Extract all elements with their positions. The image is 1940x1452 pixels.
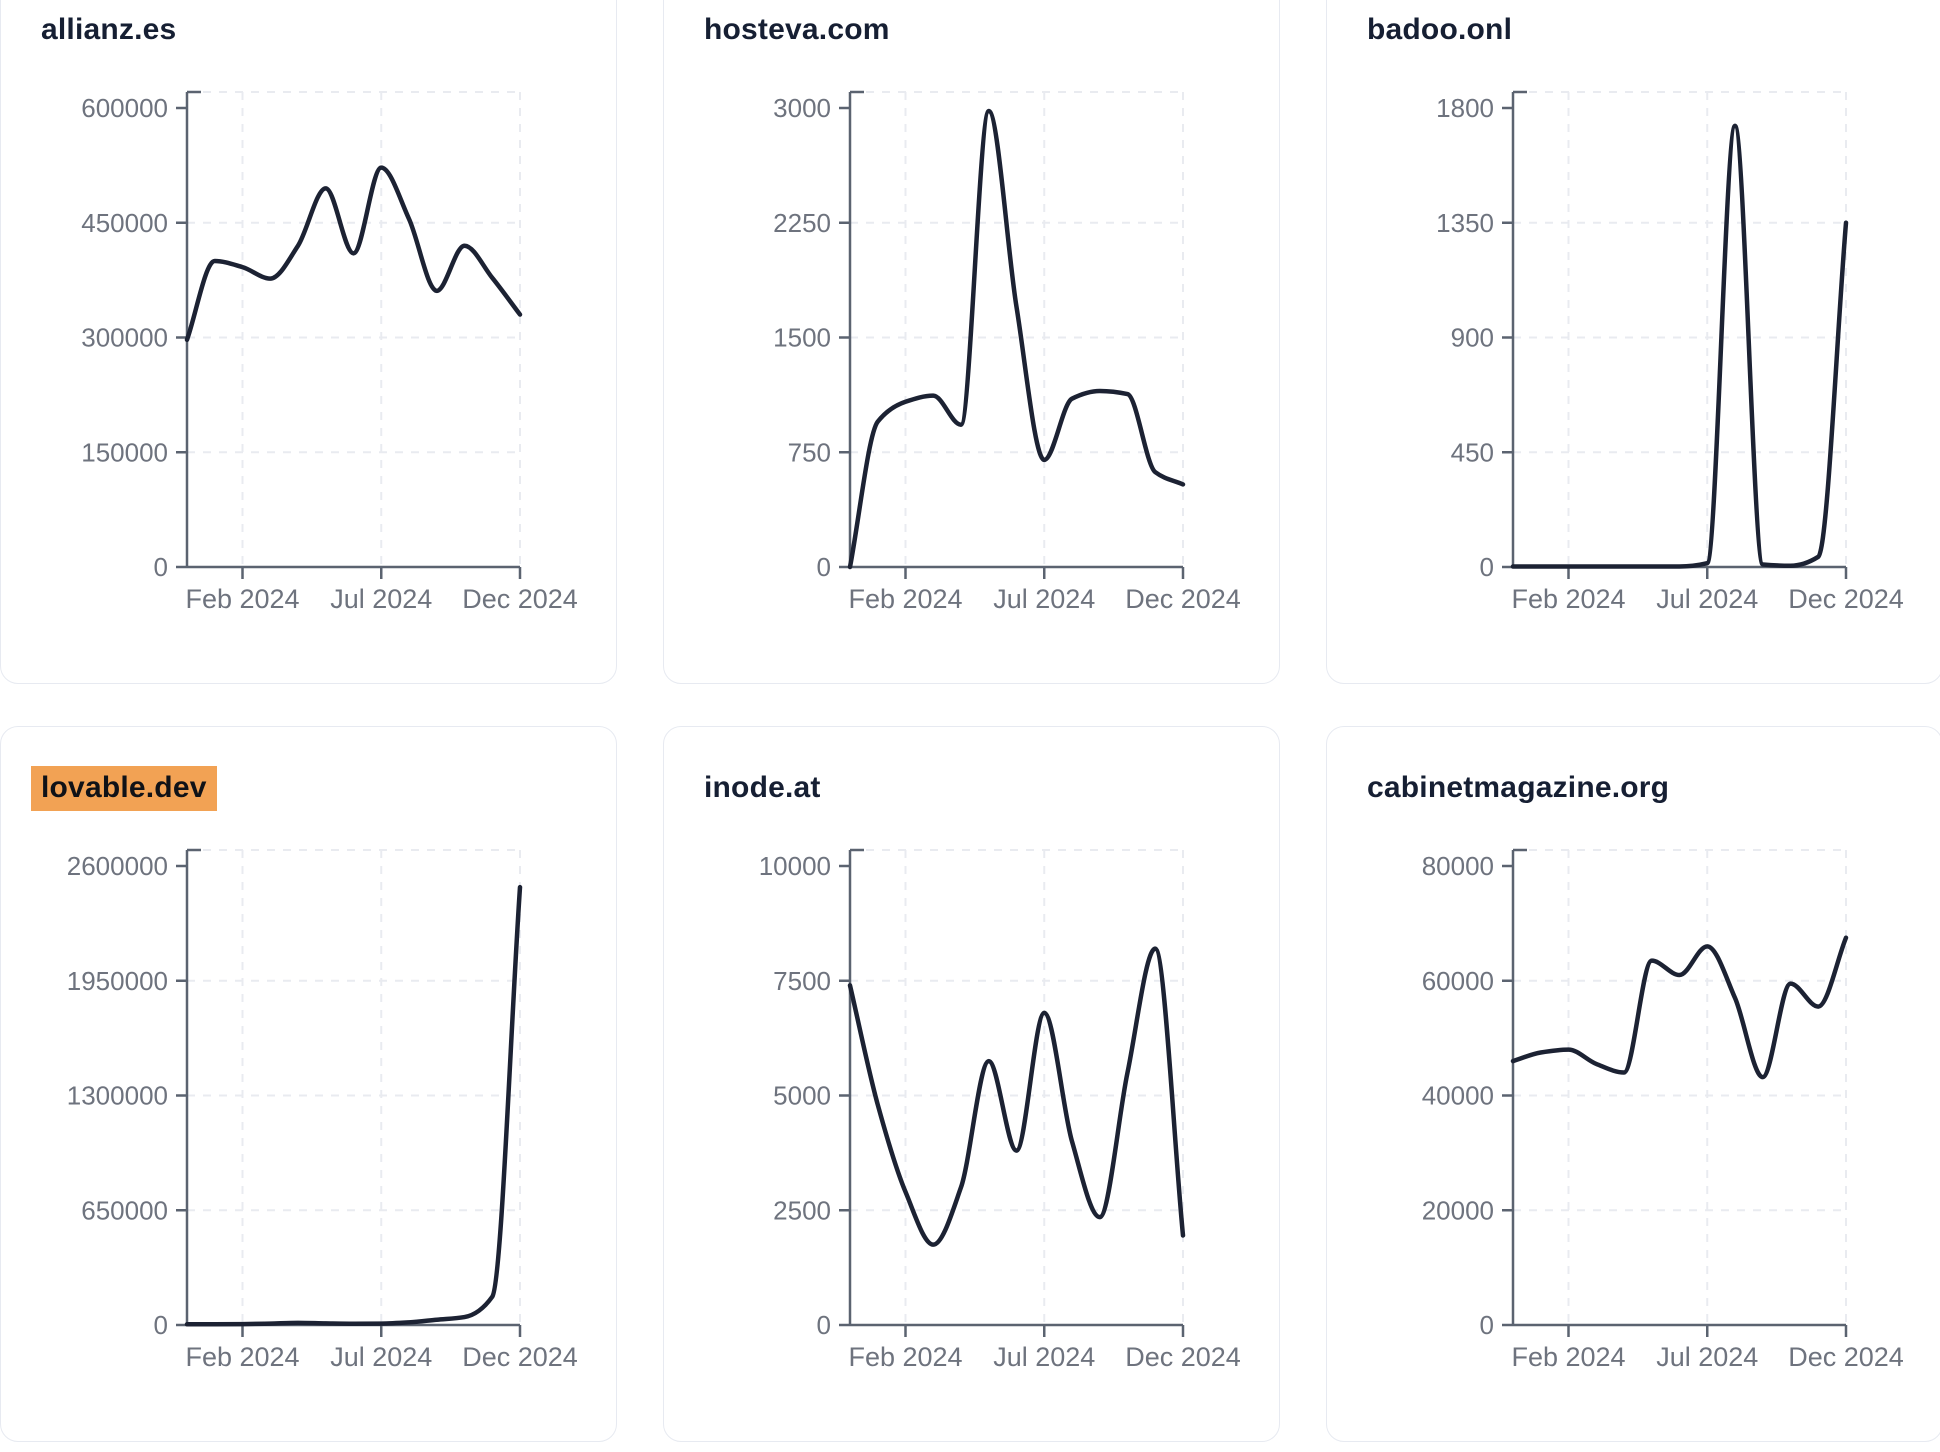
- x-tick-label: Feb 2024: [1511, 584, 1625, 614]
- line-chart: 0 750 1500 2250 3000 Feb 2024 Jul 2024 Dec 2024: [773, 90, 1241, 614]
- x-tick-label: Dec 2024: [462, 1342, 578, 1372]
- x-tick-label: Jul 2024: [993, 1342, 1095, 1372]
- chart-title: inode.at: [704, 771, 821, 805]
- y-tick-label: 600000: [81, 93, 168, 123]
- y-tick-label: 450000: [81, 208, 168, 238]
- line-chart: 0 650000 1300000 1950000 2600000 Feb 2024 Jul …: [67, 848, 578, 1372]
- data-line: [184, 165, 523, 343]
- x-tick-label: Feb 2024: [848, 1342, 962, 1372]
- y-tick-label: 1300000: [67, 1081, 168, 1111]
- y-tick-label: 2600000: [67, 851, 168, 881]
- line-chart: 0 450 900 1350 1800 Feb 2024 Jul 2024 Dec 2024: [1436, 90, 1904, 614]
- line-chart: 0 20000 40000 60000 80000 Feb 2024 Jul 2024 Dec…: [1422, 848, 1904, 1372]
- domain-label: inode.at: [704, 771, 821, 804]
- data-line: [184, 884, 523, 1327]
- chart-title: hosteva.com: [704, 13, 890, 47]
- chart-title: lovable.dev: [31, 766, 217, 811]
- x-tick-label: Dec 2024: [1788, 1342, 1904, 1372]
- y-tick-label: 1800: [1436, 93, 1494, 123]
- line-chart: 0 150000 300000 450000 600000 Feb 2024 Jul 202…: [81, 90, 578, 614]
- data-line: [1510, 935, 1849, 1080]
- y-tick-label: 0: [154, 552, 168, 582]
- x-tick-label: Jul 2024: [330, 584, 432, 614]
- chart-title: badoo.onl: [1367, 13, 1512, 47]
- y-tick-label: 80000: [1422, 851, 1494, 881]
- x-tick-label: Dec 2024: [1788, 584, 1904, 614]
- y-tick-label: 150000: [81, 437, 168, 467]
- x-tick-label: Feb 2024: [185, 1342, 299, 1372]
- x-tick-label: Feb 2024: [1511, 1342, 1625, 1372]
- domain-label: cabinetmagazine.org: [1367, 771, 1670, 804]
- chart-card-allianz-es[interactable]: allianz.es 0 150000 300000 450000 600000 Feb …: [0, 0, 617, 684]
- domain-label: allianz.es: [41, 13, 177, 46]
- y-tick-label: 1950000: [67, 966, 168, 996]
- chart-card-badoo-onl[interactable]: badoo.onl 0 450 900 1350 1800 Feb 2024 Jul 202…: [1326, 0, 1940, 684]
- y-tick-label: 1350: [1436, 208, 1494, 238]
- x-tick-label: Jul 2024: [993, 584, 1095, 614]
- y-tick-label: 20000: [1422, 1195, 1494, 1225]
- y-tick-label: 2500: [773, 1195, 831, 1225]
- domain-label: hosteva.com: [704, 13, 890, 46]
- y-tick-label: 0: [154, 1310, 168, 1340]
- y-tick-label: 0: [1480, 552, 1494, 582]
- y-tick-label: 0: [1480, 1310, 1494, 1340]
- chart-title: allianz.es: [41, 13, 176, 47]
- y-tick-label: 0: [817, 552, 831, 582]
- y-tick-label: 750: [788, 437, 831, 467]
- x-tick-label: Dec 2024: [462, 584, 578, 614]
- data-line: [1510, 123, 1849, 569]
- x-tick-label: Jul 2024: [1656, 1342, 1758, 1372]
- y-tick-label: 2250: [773, 208, 831, 238]
- data-line: [847, 108, 1186, 570]
- x-tick-label: Dec 2024: [1125, 584, 1241, 614]
- y-tick-label: 1500: [773, 323, 831, 353]
- domain-label: badoo.onl: [1367, 13, 1513, 46]
- y-tick-label: 5000: [773, 1081, 831, 1111]
- y-tick-label: 300000: [81, 323, 168, 353]
- x-tick-label: Jul 2024: [330, 1342, 432, 1372]
- x-tick-label: Dec 2024: [1125, 1342, 1241, 1372]
- y-tick-label: 7500: [773, 966, 831, 996]
- y-tick-label: 0: [817, 1310, 831, 1340]
- chart-card-inode-at[interactable]: inode.at 0 2500 5000 7500 10000 Feb 2024 Jul 2…: [663, 726, 1280, 1442]
- domain-label-highlighted: lovable.dev: [31, 766, 217, 811]
- y-tick-label: 900: [1451, 323, 1494, 353]
- y-tick-label: 650000: [81, 1195, 168, 1225]
- y-tick-label: 60000: [1422, 966, 1494, 996]
- x-tick-label: Feb 2024: [848, 584, 962, 614]
- y-tick-label: 3000: [773, 93, 831, 123]
- y-tick-label: 40000: [1422, 1081, 1494, 1111]
- chart-card-hosteva-com[interactable]: hosteva.com 0 750 1500 2250 3000 Feb 2024 Jul …: [663, 0, 1280, 684]
- y-tick-label: 450: [1451, 437, 1494, 467]
- chart-card-lovable-dev[interactable]: lovable.dev 0 650000 1300000 1950000 2600000…: [0, 726, 617, 1442]
- x-tick-label: Feb 2024: [185, 584, 299, 614]
- data-line: [847, 946, 1186, 1247]
- chart-card-cabinetmagazine-org[interactable]: cabinetmagazine.org 0 20000 40000 60000 8000…: [1326, 726, 1940, 1442]
- chart-title: cabinetmagazine.org: [1367, 771, 1669, 805]
- x-tick-label: Jul 2024: [1656, 584, 1758, 614]
- line-chart: 0 2500 5000 7500 10000 Feb 2024 Jul 2024 Dec 20…: [759, 848, 1241, 1372]
- y-tick-label: 10000: [759, 851, 831, 881]
